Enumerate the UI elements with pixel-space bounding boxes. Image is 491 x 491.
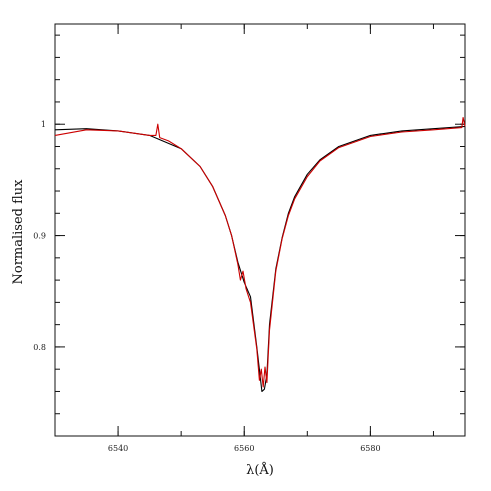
series-lines	[54, 116, 466, 393]
series-line-2	[54, 116, 466, 388]
y-tick-label: 0.8	[33, 343, 46, 352]
axis-ticks	[54, 24, 465, 437]
y-tick-labels: 0.8 0.9 1	[33, 120, 46, 352]
y-axis-title: Normalised flux	[11, 179, 26, 285]
plot-frame	[54, 23, 466, 437]
series-line-1	[54, 125, 466, 393]
x-tick-labels: 6540 6560 6580	[108, 444, 381, 453]
y-tick-label: 1	[41, 120, 46, 129]
x-axis-title: λ(Å)	[246, 462, 274, 478]
y-tick-label: 0.9	[33, 232, 46, 241]
x-tick-label: 6540	[108, 444, 128, 453]
x-tick-label: 6580	[360, 444, 380, 453]
x-tick-label: 6560	[234, 444, 254, 453]
